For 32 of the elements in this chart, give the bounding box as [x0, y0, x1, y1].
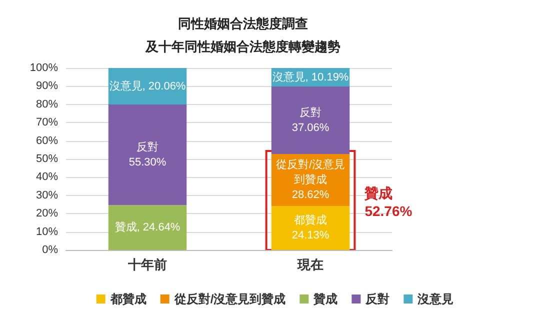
y-tick-label: 40%	[36, 171, 58, 184]
y-tick-label: 80%	[36, 98, 58, 110]
bar	[108, 104, 187, 206]
legend-label: 贊成	[312, 292, 338, 306]
y-tick-label: 20%	[36, 208, 58, 220]
y-tick-label: 10%	[36, 226, 58, 238]
data-label: 都贊成 24.13%	[292, 214, 330, 242]
legend-label: 都贊成	[109, 292, 146, 306]
bar	[271, 206, 350, 250]
data-label: 從反對/沒意見到贊成 28.62%	[276, 158, 346, 202]
y-tick-label: 60%	[36, 134, 58, 147]
x-tick-label: 現在	[296, 257, 324, 272]
y-tick-label: 50%	[36, 153, 58, 165]
x-tick-label: 十年前	[127, 257, 167, 272]
y-tick-label: 100%	[30, 62, 58, 74]
annotation: 贊成 52.76%	[364, 184, 413, 219]
data-label: 沒意見, 20.06%	[109, 79, 186, 92]
legend-label: 從反對/沒意見到贊成	[173, 292, 286, 306]
y-tick-label: 90%	[36, 80, 58, 92]
data-label: 沒意見, 10.19%	[272, 70, 349, 84]
data-label: 反對 55.30%	[128, 140, 166, 168]
legend-label: 沒意見	[416, 292, 454, 306]
data-label: 反對 37.06%	[292, 106, 330, 134]
bar	[271, 86, 350, 154]
y-tick-label: 30%	[36, 189, 58, 202]
chart-title: 同性婚姻合法態度調查	[178, 16, 308, 31]
data-label: 贊成, 24.64%	[114, 220, 180, 234]
y-tick-label: 70%	[36, 116, 58, 129]
y-tick-label: 0%	[42, 244, 58, 256]
legend-label: 反對	[364, 292, 390, 306]
bar	[108, 205, 187, 250]
chart-subtitle: 及十年同性婚姻合法態度轉變趨勢	[144, 39, 340, 54]
